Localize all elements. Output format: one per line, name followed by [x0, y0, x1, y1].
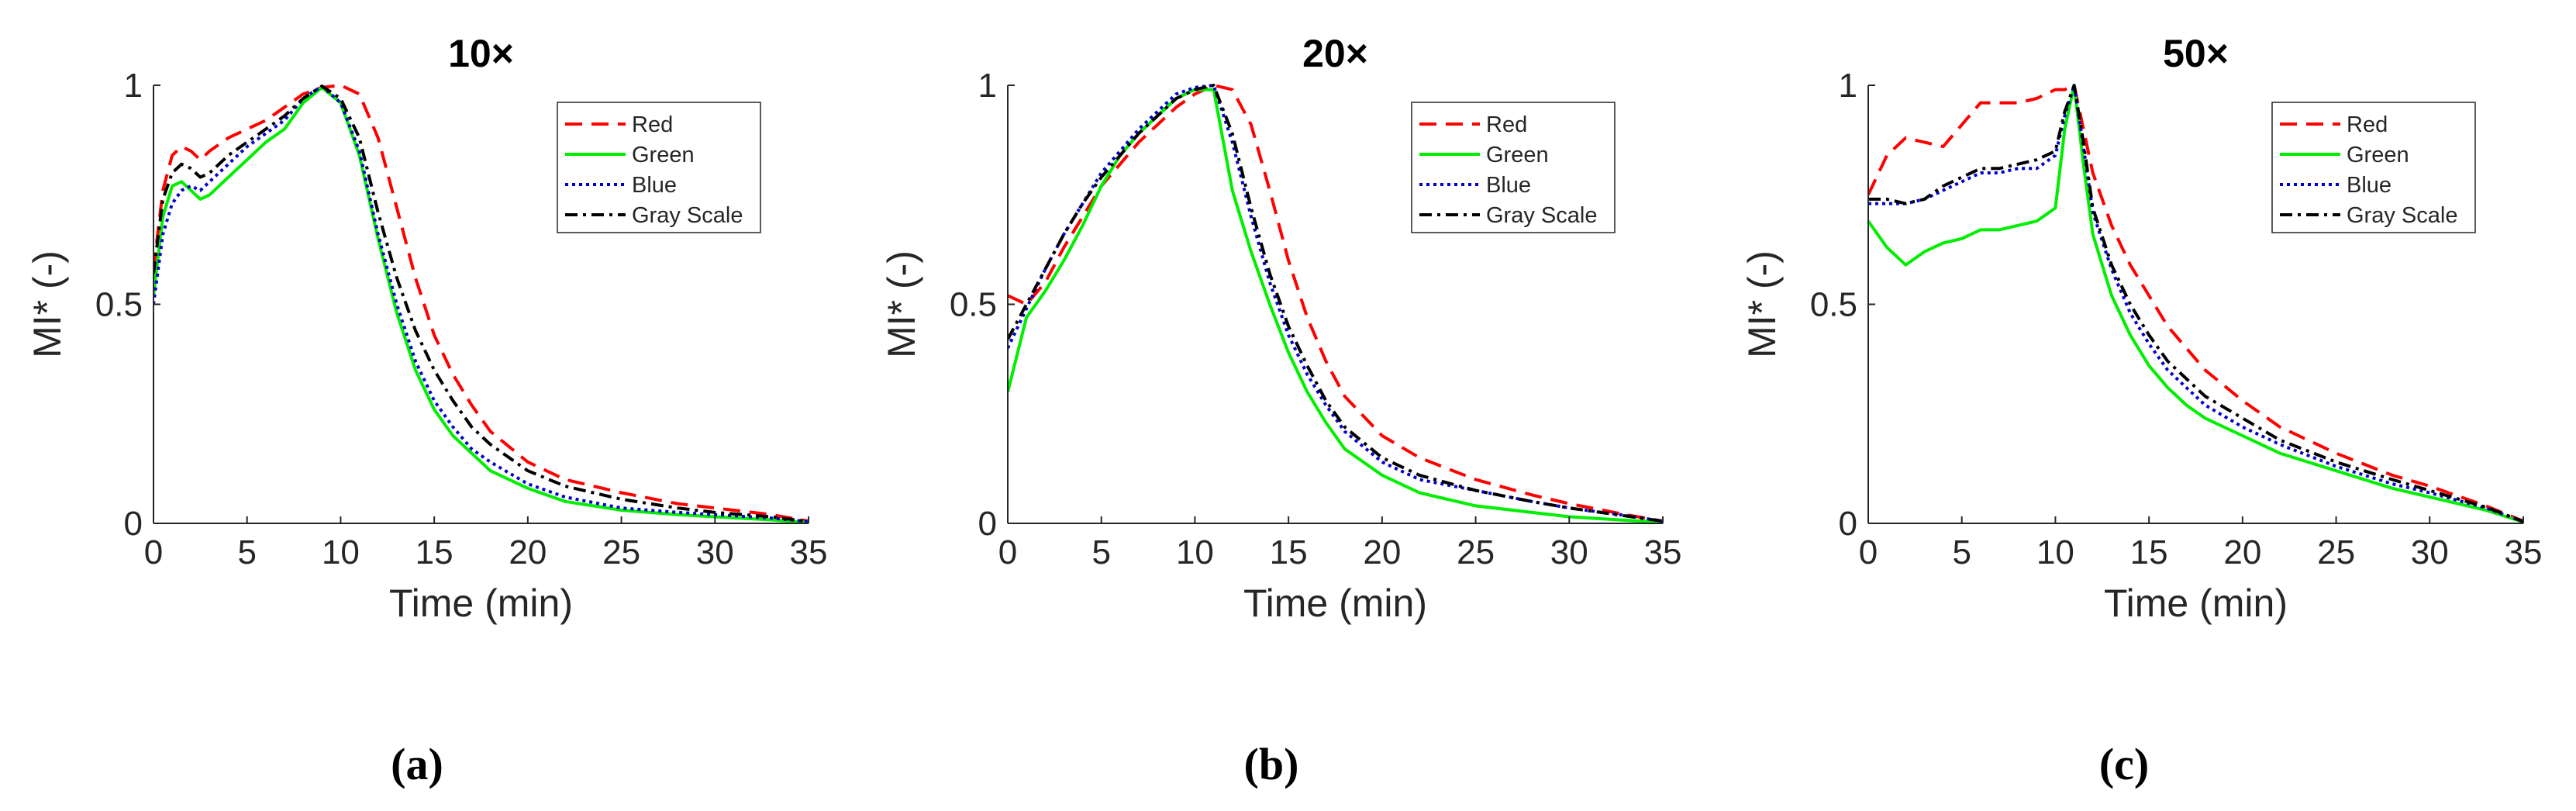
legend-box — [2271, 102, 2476, 233]
legend: Red Green Blue Gray Scale — [557, 102, 761, 233]
x-tick-label: 20 — [509, 533, 547, 571]
x-axis-label: Time (min) — [1243, 582, 1427, 625]
y-tick-label: 0 — [978, 505, 997, 543]
legend-label-blue: Blue — [2347, 173, 2392, 198]
series-line-gray-scale — [1008, 84, 1663, 523]
series-line-blue — [153, 85, 809, 523]
x-tick-label: 10 — [2036, 533, 2074, 571]
legend-box — [557, 102, 761, 233]
y-axis-label: MI* (-) — [1740, 250, 1784, 358]
y-tick-label: 1 — [1839, 67, 1857, 105]
chart-panel-1: 0 5 10 15 20 25 30 35 0 0.5 1 Time (min) MI* (-) 10× R… — [26, 32, 827, 789]
y-tick-label: 0.5 — [95, 286, 143, 324]
chart-title: 50× — [2163, 32, 2229, 75]
y-tick-label: 1 — [978, 67, 997, 105]
chart-title: 10× — [448, 32, 514, 75]
panel-caption: (c) — [2099, 739, 2149, 789]
series-line-red — [1868, 84, 2523, 523]
legend-label-blue: Blue — [632, 173, 677, 198]
legend-label-red: Red — [1486, 112, 1527, 137]
legend-label-red: Red — [2347, 112, 2388, 137]
panel-caption: (a) — [391, 739, 443, 789]
legend-label-blue: Blue — [1486, 173, 1531, 198]
x-tick-label: 20 — [2223, 533, 2261, 571]
x-tick-label: 10 — [1176, 533, 1214, 571]
series-line-gray-scale — [1868, 84, 2523, 523]
legend-label-gray-scale: Gray Scale — [1486, 203, 1597, 228]
y-axis-label: MI* (-) — [880, 250, 923, 358]
y-tick-label: 0 — [1839, 505, 1857, 543]
chart-panel-3: 0 5 10 15 20 25 30 35 0 0.5 1 Time (min) MI* (-) 50× R… — [1740, 32, 2542, 789]
legend-label-gray-scale: Gray Scale — [632, 203, 743, 228]
x-axis-label: Time (min) — [389, 582, 573, 625]
x-tick-label: 35 — [1644, 533, 1682, 571]
series-line-green — [1008, 88, 1663, 523]
x-tick-label: 30 — [2411, 533, 2449, 571]
chart-title: 20× — [1302, 32, 1368, 75]
y-tick-label: 0.5 — [1810, 286, 1857, 324]
series-line-green — [153, 85, 809, 523]
x-tick-label: 0 — [998, 533, 1017, 571]
legend: Red Green Blue Gray Scale — [2271, 102, 2476, 233]
x-tick-label: 30 — [696, 533, 734, 571]
x-tick-label: 5 — [237, 533, 256, 571]
x-tick-label: 35 — [790, 533, 828, 571]
legend-box — [1411, 102, 1616, 233]
y-tick-label: 0 — [124, 505, 143, 543]
x-tick-label: 25 — [1457, 533, 1495, 571]
x-tick-label: 5 — [1952, 533, 1971, 571]
series-line-red — [1008, 84, 1663, 523]
x-tick-label: 0 — [1859, 533, 1878, 571]
legend-label-red: Red — [632, 112, 673, 137]
y-tick-label: 1 — [124, 67, 143, 105]
legend: Red Green Blue Gray Scale — [1411, 102, 1616, 233]
x-tick-label: 20 — [1363, 533, 1401, 571]
legend-label-green: Green — [2347, 143, 2409, 167]
x-axis-label: Time (min) — [2104, 582, 2288, 625]
x-tick-label: 30 — [1550, 533, 1588, 571]
y-axis-label: MI* (-) — [26, 250, 69, 358]
series-line-green — [1868, 84, 2523, 523]
series-line-gray-scale — [153, 85, 809, 523]
series-line-blue — [1868, 84, 2523, 523]
legend-label-green: Green — [1486, 143, 1549, 167]
panel-caption: (b) — [1244, 739, 1299, 789]
x-tick-label: 25 — [2317, 533, 2355, 571]
y-tick-label: 0.5 — [950, 286, 997, 324]
x-tick-label: 15 — [2130, 533, 2168, 571]
x-tick-label: 35 — [2505, 533, 2543, 571]
x-tick-label: 5 — [1091, 533, 1110, 571]
series-line-red — [153, 84, 809, 523]
x-tick-label: 15 — [1270, 533, 1308, 571]
x-tick-label: 25 — [602, 533, 640, 571]
legend-label-green: Green — [632, 143, 695, 167]
x-tick-label: 0 — [144, 533, 163, 571]
x-tick-label: 10 — [322, 533, 360, 571]
x-tick-label: 15 — [416, 533, 453, 571]
legend-label-gray-scale: Gray Scale — [2347, 203, 2457, 228]
chart-panel-2: 0 5 10 15 20 25 30 35 0 0.5 1 Time (min) MI* (-) 20× R… — [880, 32, 1681, 789]
